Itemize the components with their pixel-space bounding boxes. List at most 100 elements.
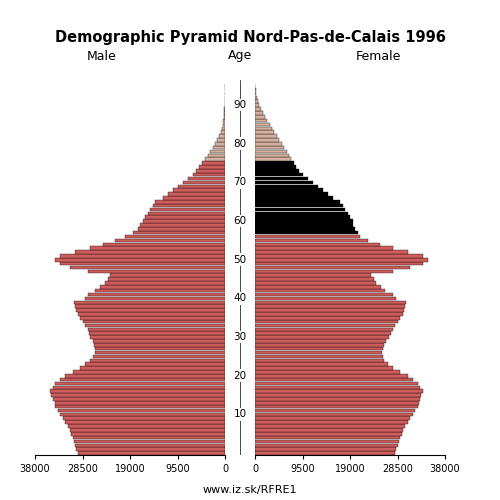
Bar (255, 347, 382, 350)
Bar (255, 223, 352, 227)
Bar (255, 366, 392, 370)
Text: 70: 70 (234, 178, 246, 188)
Bar (255, 281, 376, 284)
Bar (255, 300, 406, 304)
Bar (88, 270, 225, 273)
Bar (255, 390, 422, 393)
Bar (255, 92, 256, 96)
Bar (255, 432, 402, 436)
Bar (215, 142, 225, 146)
Bar (255, 165, 296, 169)
Bar (255, 111, 262, 114)
Bar (255, 382, 418, 386)
Bar (255, 104, 259, 107)
Bar (255, 96, 257, 99)
Bar (51, 394, 225, 397)
Bar (255, 180, 312, 184)
Bar (145, 216, 225, 219)
Bar (255, 212, 348, 215)
Bar (224, 115, 225, 118)
Bar (255, 444, 398, 447)
Bar (255, 274, 371, 277)
Bar (88, 293, 225, 296)
Bar (78, 452, 225, 455)
Bar (52, 397, 225, 400)
Bar (222, 126, 225, 130)
Text: Age: Age (228, 50, 252, 62)
Bar (255, 448, 396, 451)
Bar (196, 169, 225, 172)
Bar (140, 223, 225, 227)
Bar (224, 107, 225, 111)
Bar (217, 138, 225, 141)
Bar (255, 154, 289, 157)
Bar (60, 412, 225, 416)
Bar (220, 130, 225, 134)
Bar (208, 154, 225, 157)
Bar (255, 304, 405, 308)
Bar (255, 184, 318, 188)
Bar (255, 409, 415, 412)
Bar (255, 107, 260, 111)
Bar (255, 440, 399, 443)
Bar (255, 262, 422, 266)
Bar (85, 362, 225, 366)
Bar (255, 158, 291, 161)
Bar (255, 238, 368, 242)
Text: 20: 20 (234, 370, 246, 380)
Bar (74, 440, 225, 443)
Bar (85, 324, 225, 328)
Bar (255, 332, 391, 335)
Text: 80: 80 (234, 139, 246, 149)
Bar (219, 134, 225, 138)
Bar (255, 266, 410, 270)
Bar (255, 293, 392, 296)
Bar (75, 250, 225, 254)
Bar (65, 374, 225, 378)
Bar (52, 386, 225, 389)
Bar (255, 386, 420, 389)
Bar (202, 162, 225, 165)
Bar (138, 227, 225, 230)
Bar (108, 278, 225, 281)
Bar (255, 122, 270, 126)
Bar (55, 382, 225, 386)
Bar (150, 208, 225, 212)
Bar (210, 150, 225, 154)
Bar (255, 401, 419, 404)
Bar (255, 424, 405, 428)
Bar (78, 312, 225, 316)
Bar (255, 235, 360, 238)
Bar (172, 188, 225, 192)
Bar (168, 192, 225, 196)
Bar (142, 220, 225, 223)
Bar (255, 405, 418, 408)
Bar (199, 165, 225, 169)
Bar (255, 138, 279, 141)
Bar (89, 332, 225, 335)
Bar (55, 401, 225, 404)
Bar (255, 115, 264, 118)
Bar (55, 258, 225, 262)
Text: Demographic Pyramid Nord-Pas-de-Calais 1996: Demographic Pyramid Nord-Pas-de-Calais 1… (54, 30, 446, 45)
Bar (102, 242, 225, 246)
Bar (255, 250, 408, 254)
Text: 60: 60 (234, 216, 246, 226)
Bar (255, 246, 392, 250)
Bar (110, 274, 225, 277)
Bar (224, 111, 225, 114)
Bar (95, 347, 225, 350)
Text: 50: 50 (234, 255, 246, 265)
Bar (76, 448, 225, 451)
Bar (90, 358, 225, 362)
Text: 40: 40 (234, 294, 246, 304)
Bar (255, 126, 272, 130)
Bar (148, 212, 225, 215)
Bar (192, 173, 225, 176)
Bar (255, 374, 408, 378)
Bar (255, 285, 381, 288)
Bar (255, 362, 388, 366)
Bar (222, 122, 225, 126)
Bar (62, 416, 225, 420)
Bar (255, 289, 385, 292)
